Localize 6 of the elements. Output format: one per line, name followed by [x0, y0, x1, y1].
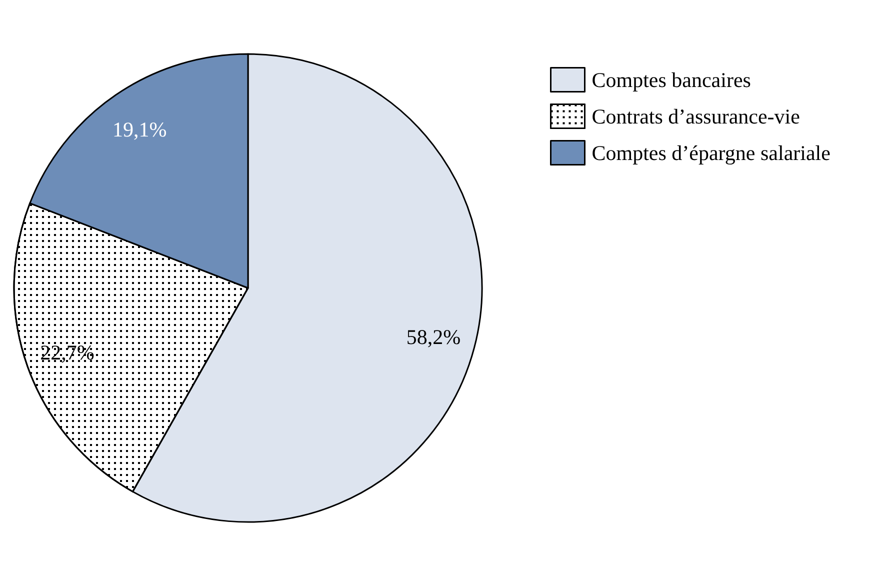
data-label: 19,1% — [112, 118, 167, 142]
legend-label: Comptes d’épargne salariale — [592, 140, 830, 165]
legend-label: Comptes bancaires — [592, 68, 751, 92]
legend-label: Contrats d’assurance-vie — [592, 104, 800, 128]
data-label: 22,7% — [40, 340, 94, 364]
data-label: 58,2% — [406, 324, 461, 349]
